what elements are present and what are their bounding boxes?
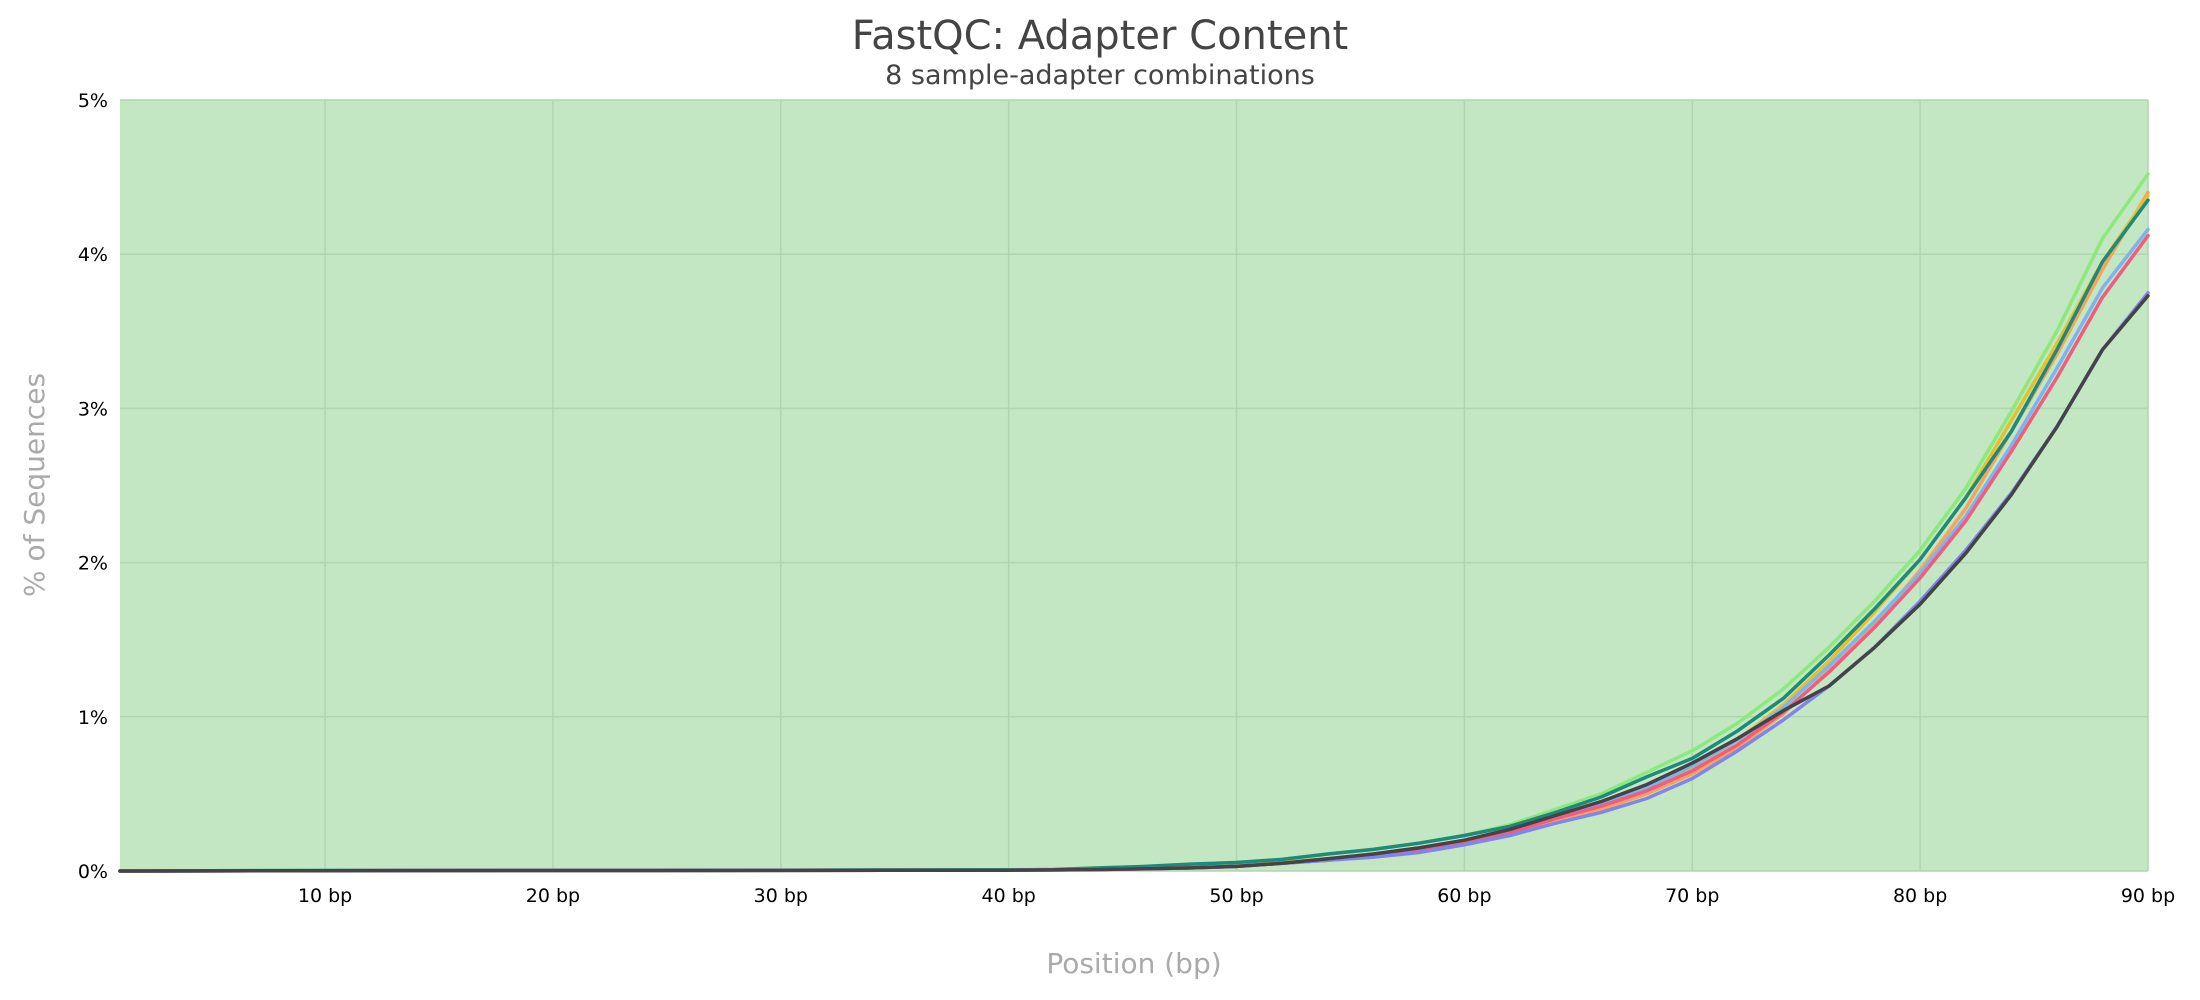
chart-title: FastQC: Adapter Content	[852, 13, 1348, 59]
y-tick-label: 4%	[78, 244, 108, 266]
y-axis-label: % of Sequences	[18, 373, 51, 597]
y-tick-label: 1%	[78, 707, 108, 729]
x-tick-label: 70 bp	[1665, 885, 1719, 907]
y-axis-ticks: 0% 1% 2% 3% 4% 5%	[78, 90, 108, 883]
x-tick-label: 40 bp	[982, 885, 1036, 907]
series-lines	[118, 172, 2150, 873]
x-tick-label: 10 bp	[298, 885, 352, 907]
grid-lines	[120, 99, 2149, 872]
series-line-8[interactable]	[118, 294, 2150, 873]
x-tick-label: 60 bp	[1437, 885, 1491, 907]
x-tick-label: 30 bp	[754, 885, 808, 907]
x-axis-label: Position (bp)	[1046, 947, 1221, 980]
y-tick-label: 0%	[78, 861, 108, 883]
x-tick-label: 50 bp	[1209, 885, 1263, 907]
chart-subtitle: 8 sample-adapter combinations	[885, 60, 1315, 91]
x-tick-label: 20 bp	[526, 885, 580, 907]
plot-area	[120, 100, 2148, 871]
y-tick-label: 3%	[78, 398, 108, 420]
x-tick-label: 80 bp	[1893, 885, 1947, 907]
x-axis-ticks: 10 bp 20 bp 30 bp 40 bp 50 bp 60 bp 70 bp 80 bp…	[298, 885, 2175, 907]
x-tick-label: 90 bp	[2121, 885, 2175, 907]
y-tick-label: 2%	[78, 553, 108, 575]
y-tick-label: 5%	[78, 90, 108, 112]
